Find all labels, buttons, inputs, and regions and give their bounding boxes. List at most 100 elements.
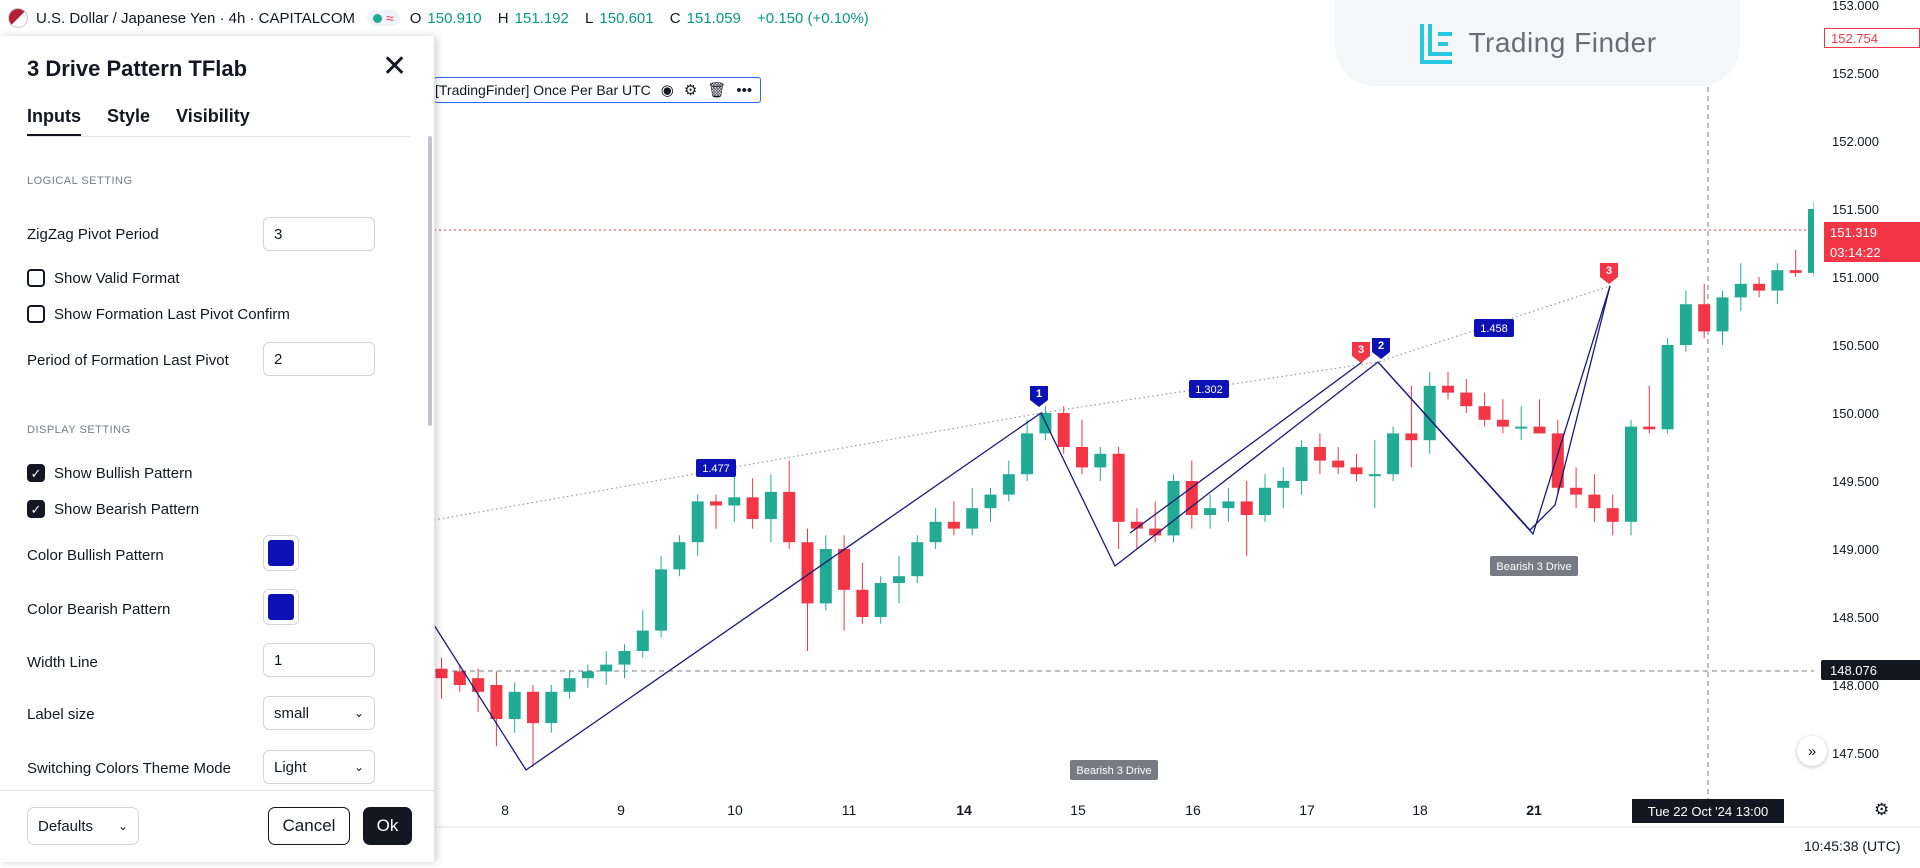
candle: [600, 664, 613, 672]
pivot-number-text: 1: [1036, 388, 1042, 400]
show-valid-format-box[interactable]: [27, 269, 45, 287]
candle: [1112, 453, 1125, 522]
eye-icon[interactable]: ◉: [660, 82, 674, 99]
chevron-down-icon: ⌄: [353, 706, 364, 720]
time-tick-label: 17: [1299, 802, 1315, 818]
pivot-number-marker: [1030, 386, 1048, 407]
show-bearish-box[interactable]: ✓: [27, 500, 45, 518]
price-change: +0.150 (+0.10%): [757, 9, 869, 27]
candle: [984, 494, 997, 509]
show-bearish-checkbox[interactable]: ✓ Show Bearish Pattern: [27, 500, 199, 518]
candle: [453, 671, 466, 685]
price-axis-background: [1814, 0, 1920, 790]
price-tick-label: 148.000: [1832, 678, 1879, 693]
tab-divider: [27, 136, 410, 137]
cancel-button[interactable]: Cancel: [268, 807, 350, 845]
period-formation-input[interactable]: [263, 342, 375, 376]
width-line-input[interactable]: [263, 643, 375, 677]
theme-mode-select[interactable]: Light ⌄: [263, 750, 375, 784]
candle: [966, 508, 979, 529]
label-size-select[interactable]: small ⌄: [263, 696, 375, 730]
ok-button[interactable]: Ok: [363, 807, 412, 845]
zigzag-period-label: ZigZag Pivot Period: [27, 226, 159, 243]
candle: [1277, 481, 1290, 488]
candle: [911, 542, 924, 577]
candle: [1313, 447, 1326, 461]
color-bearish-label: Color Bearish Pattern: [27, 601, 171, 618]
dialog-scrollbar[interactable]: [428, 136, 432, 426]
defaults-button[interactable]: Defaults ⌄: [27, 807, 139, 845]
show-bullish-checkbox[interactable]: ✓ Show Bullish Pattern: [27, 464, 192, 482]
candle: [1149, 528, 1162, 536]
show-formation-box[interactable]: [27, 305, 45, 323]
candle: [1625, 426, 1637, 522]
wave-icon: ≈: [386, 10, 394, 26]
candle: [655, 569, 668, 631]
tab-inputs[interactable]: Inputs: [27, 106, 81, 137]
ratio-label-text: 1.302: [1195, 384, 1223, 396]
candle: [636, 630, 649, 651]
candle: [1076, 447, 1088, 468]
pattern-name-text: Bearish 3 Drive: [1076, 765, 1151, 777]
indicator-legend[interactable]: [TradingFinder] Once Per Bar UTC ◉ ⚙ 🗑 •…: [434, 77, 762, 103]
close-icon[interactable]: ✕: [382, 50, 408, 83]
candle: [1222, 501, 1235, 509]
chart-settings-gear-icon[interactable]: ⚙: [1874, 800, 1890, 819]
show-valid-format-label: Show Valid Format: [54, 269, 180, 287]
color-bearish-swatch[interactable]: [263, 589, 299, 625]
ratio-label-box: [1474, 319, 1514, 337]
candle: [1295, 447, 1308, 481]
time-tick-label: 9: [617, 802, 625, 818]
clock-readout[interactable]: 10:45:38 (UTC): [1804, 838, 1901, 854]
trash-icon[interactable]: 🗑: [707, 82, 727, 99]
bearish-3-drive-leg: [1129, 361, 1363, 534]
candle: [1442, 385, 1454, 393]
price-tick-label: 148.500: [1832, 610, 1879, 625]
candle: [545, 691, 558, 724]
period-formation-label: Period of Formation Last Pivot: [27, 352, 229, 369]
ratio-label-text: 1.477: [702, 463, 730, 475]
candle: [1259, 487, 1271, 515]
candle: [1753, 283, 1766, 291]
scroll-to-realtime-button[interactable]: »: [1797, 736, 1827, 766]
theme-mode-value: Light: [274, 758, 307, 776]
candle: [1021, 433, 1034, 475]
candle: [691, 501, 704, 543]
dialog-tabs: Inputs Style Visibility: [27, 106, 250, 137]
price-tick-label: 152.500: [1832, 66, 1879, 81]
show-valid-format-checkbox[interactable]: Show Valid Format: [27, 269, 180, 287]
more-icon[interactable]: •••: [736, 81, 753, 99]
candle: [1002, 474, 1015, 495]
indicator-label[interactable]: [TradingFinder] Once Per Bar UTC: [435, 82, 651, 98]
candle: [508, 691, 521, 719]
candle: [874, 583, 887, 617]
candle: [673, 542, 686, 570]
price-tick-label: 150.000: [1832, 406, 1879, 421]
bearish-3-drive-zigzag-2: [1377, 285, 1611, 531]
candle: [527, 691, 539, 724]
candle: [1478, 406, 1491, 420]
time-tick-label: 21: [1526, 802, 1542, 818]
settings-icon[interactable]: ⚙: [683, 82, 698, 99]
candle: [856, 589, 869, 617]
pivot-number-marker: [1352, 342, 1370, 363]
tab-style[interactable]: Style: [107, 106, 151, 126]
symbol-title[interactable]: U.S. Dollar / Japanese Yen · 4h · CAPITA…: [36, 9, 356, 27]
color-bullish-swatch[interactable]: [263, 535, 299, 571]
candle: [1405, 433, 1418, 441]
pattern-name-box: [1490, 556, 1578, 576]
candle: [1240, 501, 1253, 515]
candle: [947, 521, 960, 529]
ohlc-values: O 150.910 H 151.192 L 150.601 C 151.059 +0.1…: [409, 9, 869, 27]
tab-visibility[interactable]: Visibility: [176, 106, 250, 126]
market-status-badge[interactable]: ≈: [367, 10, 400, 26]
crosshair-price-label: 148.076: [1824, 660, 1920, 680]
show-formation-checkbox[interactable]: Show Formation Last Pivot Confirm: [27, 305, 290, 323]
zigzag-period-input[interactable]: [263, 217, 375, 251]
candle: [472, 678, 485, 692]
trading-finder-logo: Trading Finder: [1335, 0, 1740, 86]
show-bullish-box[interactable]: ✓: [27, 464, 45, 482]
time-tick-label: 10: [727, 802, 743, 818]
candle: [929, 521, 942, 543]
